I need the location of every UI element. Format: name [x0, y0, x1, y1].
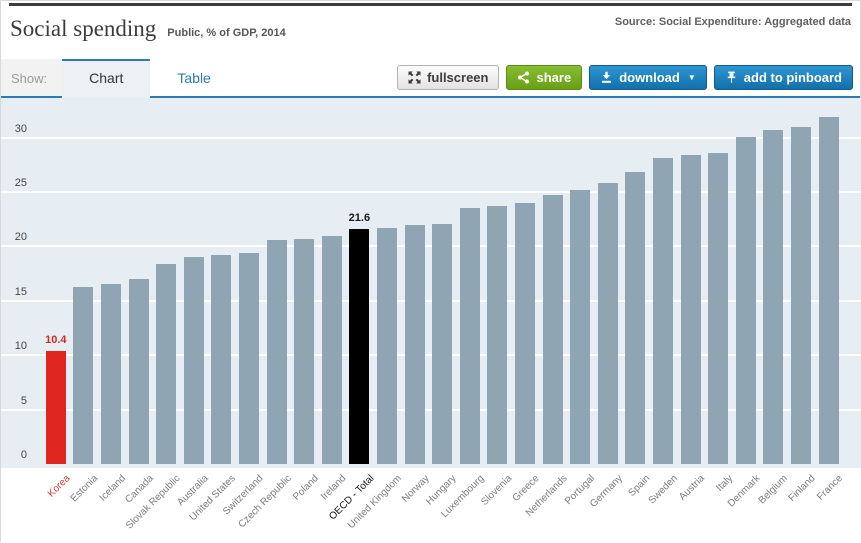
bar-hungary[interactable] [432, 223, 453, 464]
header: Social spending Public, % of GDP, 2014 S… [1, 8, 860, 58]
bar-czech-republic[interactable] [266, 239, 287, 464]
y-tick-30: 30 [14, 122, 27, 135]
chevron-down-icon: ▼ [687, 72, 696, 82]
bar-luxembourg[interactable] [459, 208, 480, 464]
show-label: Show: [1, 59, 63, 96]
bar-spain[interactable] [625, 172, 646, 464]
bar-portugal[interactable] [570, 189, 591, 464]
bar-ireland[interactable] [321, 235, 342, 464]
y-tick-10: 10 [14, 340, 27, 353]
fullscreen-button[interactable]: fullscreen [397, 65, 500, 90]
add-to-pinboard-button[interactable]: add to pinboard [713, 65, 853, 90]
download-button[interactable]: download ▼ [589, 65, 707, 90]
x-label-france: France [815, 473, 846, 503]
bar-denmark[interactable] [735, 136, 756, 464]
share-label: share [536, 70, 572, 85]
value-label-korea: 10.4 [45, 333, 67, 346]
x-label-czech-republic: Czech Republic [236, 473, 294, 531]
expand-icon [408, 71, 421, 84]
source-text: Source: Social Expenditure: Aggregated d… [614, 16, 851, 28]
pinboard-label: add to pinboard [743, 70, 842, 85]
y-tick-15: 15 [14, 285, 27, 298]
gridline-20 [1, 245, 861, 248]
tab-chart[interactable]: Chart [62, 59, 151, 98]
bar-canada[interactable] [128, 279, 149, 464]
bar-poland[interactable] [294, 238, 315, 464]
chart-subtitle: Public, % of GDP, 2014 [167, 27, 286, 39]
share-icon [517, 71, 530, 84]
x-label-italy: Italy [714, 473, 735, 494]
bar-estonia[interactable] [73, 286, 94, 464]
value-label-oecd-total: 21.6 [348, 212, 371, 224]
tab-table[interactable]: Table [150, 59, 238, 96]
x-label-finland: Finland [786, 473, 818, 504]
pin-icon [725, 71, 738, 84]
fullscreen-label: fullscreen [427, 70, 489, 85]
bar-netherlands[interactable] [542, 195, 563, 464]
y-tick-0: 0 [20, 449, 27, 461]
bar-sweden[interactable] [653, 158, 673, 464]
gridline-15 [1, 299, 861, 302]
bar-australia[interactable] [183, 257, 204, 464]
gridline-25 [1, 191, 861, 193]
bar-austria[interactable] [680, 155, 701, 464]
bar-germany[interactable] [597, 183, 618, 464]
download-icon [600, 71, 613, 84]
y-tick-25: 25 [14, 177, 27, 189]
bar-united-kingdom[interactable] [377, 227, 397, 464]
share-button[interactable]: share [506, 65, 583, 90]
bar-korea[interactable] [45, 350, 66, 464]
x-label-estonia: Estonia [68, 473, 101, 505]
bar-slovak-republic[interactable] [156, 263, 177, 464]
y-tick-20: 20 [14, 231, 27, 244]
x-label-belgium: Belgium [756, 473, 791, 507]
toolbar: fullscreen share [397, 59, 860, 96]
bar-chart-plot-area: 0 5 10 15 20 25 30 10.4 21.6 [1, 98, 861, 468]
bar-oecd-total[interactable] [349, 229, 370, 464]
bar-united-states[interactable] [211, 255, 232, 464]
x-axis-labels: Korea Estonia Iceland Canada Slovak Republic… [1, 468, 861, 543]
bar-italy[interactable] [708, 152, 729, 464]
x-label-poland: Poland [291, 473, 321, 503]
y-tick-5: 5 [20, 394, 27, 407]
gridline-10 [1, 354, 861, 357]
bar-france[interactable] [818, 116, 839, 464]
bar-greece[interactable] [515, 202, 535, 464]
top-divider [9, 3, 852, 6]
bar-finland[interactable] [791, 126, 811, 464]
bar-norway[interactable] [404, 224, 425, 464]
gridline-5 [1, 408, 861, 411]
gridline-30 [1, 136, 861, 139]
page-title: Social spending [10, 16, 157, 41]
x-label-austria: Austria [677, 473, 708, 503]
download-label: download [619, 70, 680, 85]
tab-bar: Show: Chart Table fullscreen [1, 59, 860, 98]
x-label-iceland: Iceland [97, 473, 128, 504]
bar-iceland[interactable] [101, 284, 121, 464]
bar-belgium[interactable] [763, 129, 784, 464]
x-label-sweden: Sweden [646, 473, 680, 507]
bar-slovenia[interactable] [487, 206, 508, 464]
bar-switzerland[interactable] [239, 252, 259, 464]
